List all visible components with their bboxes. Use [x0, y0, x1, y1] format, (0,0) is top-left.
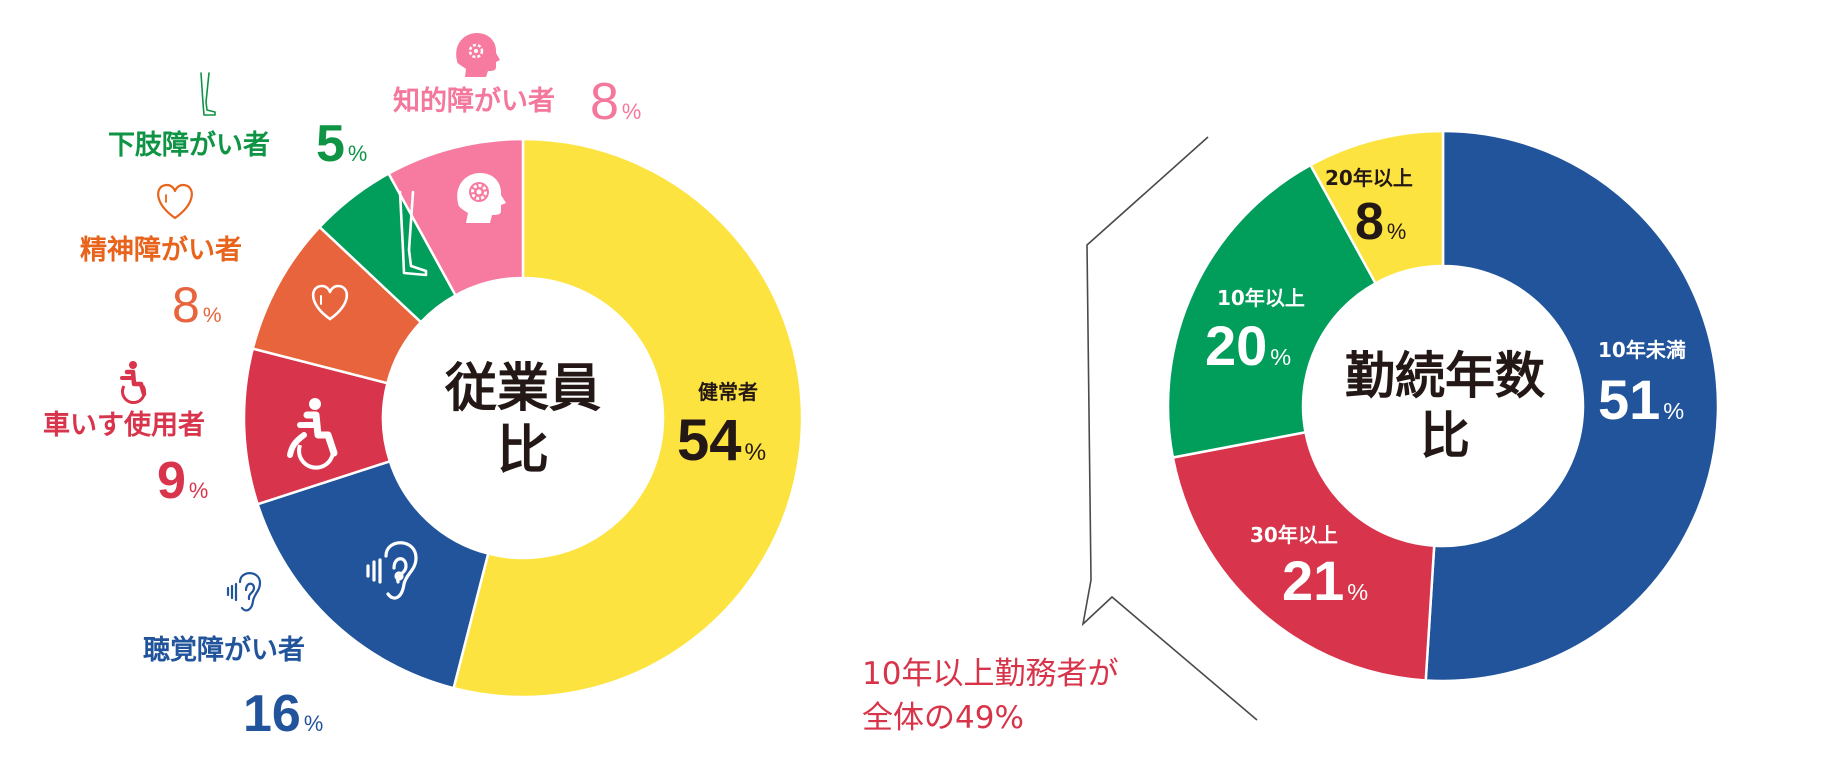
ear-outline-icon [226, 572, 262, 612]
donut-hole [383, 278, 663, 558]
healthy-value-number: 54 [677, 408, 742, 473]
lower-limb-value-number: 5 [316, 115, 345, 173]
over10-value-pct: % [1270, 344, 1292, 370]
heart-icon [311, 284, 349, 321]
tenure-ratio-donut [1166, 129, 1720, 683]
mental-value: 8% [172, 280, 222, 330]
over30-value-pct: % [1347, 579, 1369, 605]
ear-icon [366, 541, 418, 600]
intellectual-value: 8% [590, 76, 641, 128]
wheelchair-value-number: 9 [157, 452, 186, 510]
intellectual-label: 知的障がい者 [393, 86, 555, 117]
hearing-label: 聴覚障がい者 [143, 635, 305, 666]
over10-value: 20% [1205, 318, 1291, 374]
healthy-value-pct: % [744, 439, 767, 466]
leg-icon [398, 190, 428, 277]
tenure-ratio-title-line2: 比 [1420, 407, 1470, 465]
over10-value-number: 20 [1205, 314, 1268, 377]
hearing-value: 16% [243, 688, 323, 740]
wheelchair-outline-icon [120, 361, 147, 404]
heart-outline-icon [157, 183, 193, 220]
employee-ratio-donut [242, 137, 804, 699]
lower-limb-value: 5% [316, 118, 367, 170]
donut-hole [1303, 266, 1583, 546]
tenure-ratio-title: 勤続年数 比 [1325, 346, 1565, 466]
employee-ratio-title: 従業員 比 [423, 358, 623, 483]
lower-limb-value-pct: % [347, 141, 368, 166]
callout-line2: 全体の49% [862, 700, 1024, 736]
head-gear-icon [457, 173, 506, 223]
under10-value-pct: % [1663, 398, 1685, 424]
hearing-value-pct: % [303, 711, 324, 736]
wheelchair-value: 9% [157, 455, 208, 507]
over20-label: 20年以上 [1325, 166, 1413, 190]
callout-line1: 10年以上勤務者が [862, 656, 1119, 692]
lower-limb-label: 下肢障がい者 [108, 130, 270, 161]
over20-value: 8% [1355, 196, 1406, 248]
head-gear-outline-icon [456, 33, 500, 77]
wheelchair-label: 車いす使用者 [43, 410, 205, 441]
mental-label: 精神障がい者 [80, 235, 242, 266]
over30-value: 21% [1282, 553, 1368, 609]
under10-label: 10年未満 [1598, 338, 1686, 362]
mental-value-number: 8 [172, 277, 200, 333]
callout-bracket-line [1081, 136, 1258, 721]
wheelchair-value-pct: % [188, 478, 209, 503]
wheelchair-icon [287, 398, 338, 470]
hearing-value-number: 16 [243, 685, 301, 743]
over30-label: 30年以上 [1250, 523, 1338, 547]
under10-value-number: 51 [1598, 368, 1661, 431]
tenure-ratio-title-line1: 勤続年数 [1345, 347, 1545, 405]
healthy-label: 健常者 [698, 380, 758, 404]
intellectual-value-number: 8 [590, 73, 619, 131]
mental-value-pct: % [202, 304, 222, 327]
under10-value: 51% [1598, 372, 1684, 428]
over20-value-number: 8 [1355, 193, 1384, 251]
intellectual-value-pct: % [621, 99, 642, 124]
employee-ratio-title-line1: 従業員 [444, 359, 601, 419]
over30-value-number: 21 [1282, 549, 1345, 612]
employee-ratio-title-line2: 比 [496, 421, 549, 482]
callout-annotation: 10年以上勤務者が 全体の49% [862, 652, 1118, 740]
leg-outline-icon [200, 72, 216, 116]
over10-label: 10年以上 [1217, 286, 1305, 310]
over20-value-pct: % [1386, 219, 1407, 244]
healthy-value: 54% [677, 412, 766, 470]
